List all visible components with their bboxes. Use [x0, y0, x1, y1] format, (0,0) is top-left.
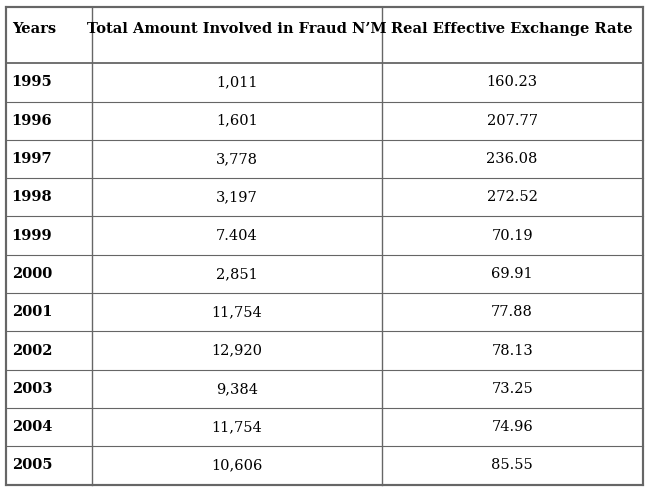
Text: 160.23: 160.23	[487, 75, 537, 90]
Text: 2000: 2000	[12, 267, 52, 281]
Text: 1997: 1997	[12, 152, 52, 166]
Text: 1996: 1996	[12, 114, 52, 128]
Text: 85.55: 85.55	[491, 458, 533, 472]
Text: 207.77: 207.77	[487, 114, 537, 128]
Text: 69.91: 69.91	[491, 267, 533, 281]
Text: 1999: 1999	[12, 228, 52, 243]
Text: 78.13: 78.13	[491, 343, 533, 357]
Text: 1998: 1998	[12, 190, 52, 205]
Text: Real Effective Exchange Rate: Real Effective Exchange Rate	[391, 21, 633, 36]
Text: 1,601: 1,601	[216, 114, 258, 128]
Text: 1995: 1995	[12, 75, 53, 90]
Text: 9,384: 9,384	[216, 382, 258, 396]
Text: 10,606: 10,606	[212, 458, 263, 472]
Text: 2005: 2005	[12, 458, 52, 472]
Text: Years: Years	[12, 21, 56, 36]
Text: 77.88: 77.88	[491, 305, 533, 319]
Text: 2001: 2001	[12, 305, 52, 319]
Text: 236.08: 236.08	[487, 152, 538, 166]
Text: 70.19: 70.19	[491, 228, 533, 243]
Text: 74.96: 74.96	[491, 420, 533, 434]
Text: 3,778: 3,778	[216, 152, 258, 166]
Text: Total Amount Involved in Fraud N’M: Total Amount Involved in Fraud N’M	[87, 21, 387, 36]
Text: 11,754: 11,754	[212, 305, 262, 319]
Text: 272.52: 272.52	[487, 190, 537, 205]
Text: 2004: 2004	[12, 420, 52, 434]
Text: 2003: 2003	[12, 382, 52, 396]
Text: 73.25: 73.25	[491, 382, 533, 396]
Text: 7.404: 7.404	[216, 228, 258, 243]
Text: 1,011: 1,011	[216, 75, 258, 90]
Text: 3,197: 3,197	[216, 190, 258, 205]
Text: 2,851: 2,851	[216, 267, 258, 281]
Text: 2002: 2002	[12, 343, 52, 357]
Text: 12,920: 12,920	[212, 343, 263, 357]
Text: 11,754: 11,754	[212, 420, 262, 434]
